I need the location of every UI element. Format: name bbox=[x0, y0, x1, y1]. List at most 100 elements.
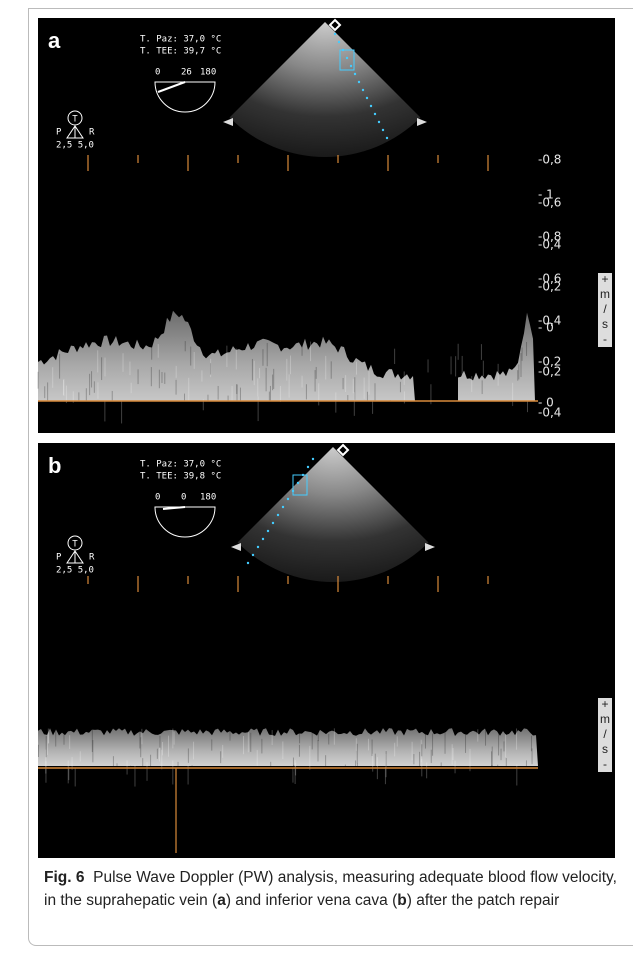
velocity-scale-label: - 0 bbox=[538, 396, 554, 410]
sector-marker bbox=[361, 88, 365, 92]
unit-box bbox=[598, 273, 612, 347]
figure-frame bbox=[28, 8, 633, 946]
angle-label: 0 bbox=[155, 68, 160, 78]
velocity-scale-label: -0,4 bbox=[538, 238, 561, 252]
probe-label: R bbox=[89, 128, 95, 138]
sector-marker bbox=[261, 537, 265, 541]
caption-label: Fig. 6 bbox=[44, 869, 85, 886]
unit-label: s bbox=[602, 742, 608, 756]
sector-marker bbox=[231, 543, 241, 551]
sector-marker bbox=[385, 136, 389, 140]
velocity-scale-label: -0,2 bbox=[538, 280, 561, 294]
protractor bbox=[154, 506, 216, 538]
sector-marker bbox=[425, 543, 435, 551]
velocity-scale-label: -0,8 bbox=[538, 230, 561, 244]
caption-ref: b bbox=[397, 892, 407, 909]
angle-label: 180 bbox=[200, 68, 216, 78]
probe-label: P bbox=[56, 128, 62, 138]
unit-box bbox=[598, 698, 612, 772]
sector-marker bbox=[256, 545, 260, 549]
velocity-scale-label: - 1 bbox=[538, 188, 554, 202]
probe-icon bbox=[67, 110, 83, 126]
temperature: T. Paz: 37,0 °C bbox=[140, 35, 221, 45]
sector-marker bbox=[223, 118, 233, 126]
color-box bbox=[339, 49, 355, 71]
sector-marker bbox=[328, 18, 342, 32]
sector-marker bbox=[345, 56, 349, 60]
sector-marker bbox=[365, 96, 369, 100]
angle-label: 0 bbox=[155, 493, 160, 503]
temperature: T. Paz: 37,0 °C bbox=[140, 460, 221, 470]
velocity-scale-label: - 0 bbox=[538, 321, 554, 335]
doppler-spectrum bbox=[458, 312, 535, 401]
velocity-scale-label: -0,8 bbox=[538, 153, 561, 167]
protractor bbox=[154, 81, 216, 113]
caption-text: ) after the patch repair bbox=[406, 892, 560, 909]
sector-marker bbox=[271, 521, 275, 525]
sector-marker bbox=[246, 561, 250, 565]
sector-marker bbox=[286, 497, 290, 501]
velocity-scale-label: -0,2 bbox=[538, 365, 561, 379]
echo-sector bbox=[237, 447, 429, 582]
velocity-scale-label: -0,4 bbox=[538, 406, 561, 420]
caption-text: Pulse Wave Doppler (PW) analysis, measur… bbox=[44, 869, 617, 909]
sector-marker bbox=[337, 40, 341, 44]
probe-icon bbox=[67, 535, 83, 551]
unit-label: - bbox=[603, 757, 607, 771]
angle-label: 180 bbox=[200, 493, 216, 503]
sector-marker bbox=[381, 128, 385, 132]
sector-marker bbox=[266, 529, 270, 533]
angle-label: 26 bbox=[181, 68, 192, 78]
sector-marker bbox=[281, 505, 285, 509]
color-box bbox=[292, 474, 308, 496]
velocity-scale-label: -0,4 bbox=[538, 314, 561, 328]
sector-marker bbox=[333, 32, 337, 36]
caption-ref: a bbox=[217, 892, 226, 909]
unit-label: m bbox=[600, 712, 610, 726]
unit-label: - bbox=[603, 332, 607, 346]
echo-sector bbox=[229, 22, 421, 157]
sector-marker bbox=[306, 465, 310, 469]
protractor-needle bbox=[162, 506, 186, 510]
sector-marker bbox=[311, 457, 315, 461]
velocity-scale-label: -0,6 bbox=[538, 196, 561, 210]
sector-marker bbox=[349, 64, 353, 68]
probe-icon bbox=[66, 125, 84, 139]
sector-marker bbox=[251, 553, 255, 557]
sector-marker bbox=[296, 481, 300, 485]
doppler-spectrum bbox=[38, 310, 415, 401]
sector-marker bbox=[353, 72, 357, 76]
protractor-needle bbox=[157, 81, 186, 93]
unit-label: + bbox=[601, 697, 608, 711]
unit-label: / bbox=[603, 302, 607, 316]
probe-label: T bbox=[72, 115, 78, 125]
temperature: T. TEE: 39,8 °C bbox=[140, 472, 221, 482]
ultrasound-panel: b T. Paz: 37,0 °C T. TEE: 39,8 °C 0 0 180 TP R 2… bbox=[38, 153, 615, 858]
sector-marker bbox=[377, 120, 381, 124]
temperature: T. TEE: 39,7 °C bbox=[140, 47, 221, 57]
panel-label: a bbox=[48, 28, 61, 53]
caption-text: ) and inferior vena cava ( bbox=[225, 892, 398, 909]
probe-label: T bbox=[72, 540, 78, 550]
sector-marker bbox=[369, 104, 373, 108]
figure-caption: Fig. 6 Pulse Wave Doppler (PW) analysis,… bbox=[44, 866, 624, 912]
probe-icon bbox=[66, 550, 84, 564]
probe-label: R bbox=[89, 553, 95, 563]
sector-marker bbox=[276, 513, 280, 517]
ultrasound-panel: a T. Paz: 37,0 °C T. TEE: 39,7 °C 0 26 180 TP R… bbox=[37, 18, 615, 433]
unit-label: / bbox=[603, 727, 607, 741]
doppler-spectrum bbox=[38, 728, 538, 766]
probe-label: P bbox=[56, 553, 62, 563]
panel-label: b bbox=[48, 453, 61, 478]
unit-label: s bbox=[602, 317, 608, 331]
velocity-scale-label: -0,6 bbox=[538, 272, 561, 286]
sector-marker bbox=[373, 112, 377, 116]
angle-label: 0 bbox=[181, 493, 186, 503]
velocity-scale-label: -0,2 bbox=[538, 355, 561, 369]
sector-marker bbox=[417, 118, 427, 126]
sector-marker bbox=[336, 443, 350, 457]
sector-marker bbox=[357, 80, 361, 84]
unit-label: m bbox=[600, 287, 610, 301]
